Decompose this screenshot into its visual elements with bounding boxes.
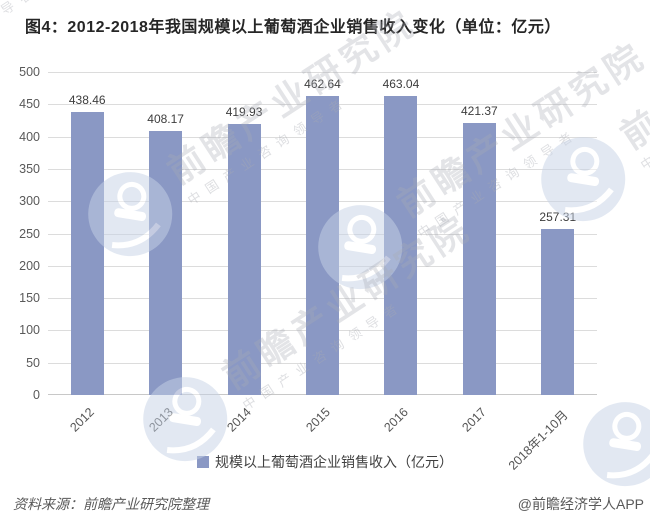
y-axis-labels: 0 50 100 150 200 250 300 350 400 450 500 — [0, 65, 40, 402]
bar-value-label: 419.93 — [225, 104, 263, 119]
legend-label: 规模以上葡萄酒企业销售收入（亿元） — [215, 454, 453, 470]
bar-value-label: 438.46 — [68, 92, 106, 107]
bar — [541, 228, 575, 395]
x-tick-label: 2018年1-10月 — [505, 407, 571, 473]
y-tick-label: 450 — [19, 97, 40, 112]
watermark-texts: 前瞻产业研究院中国产业咨询领导者 — [613, 0, 650, 174]
bar-value-label: 408.17 — [147, 112, 184, 127]
x-tick-label: 2017 — [459, 405, 490, 435]
bar — [70, 111, 104, 395]
x-tick-label: 2012 — [67, 405, 98, 435]
y-tick-label: 200 — [19, 258, 40, 273]
watermark-brand-text: 前瞻产业研究院 — [613, 0, 650, 157]
bar — [227, 123, 261, 395]
x-tick-label: 2016 — [381, 405, 411, 435]
y-tick-label: 300 — [19, 194, 40, 209]
y-tick-label: 250 — [19, 226, 40, 241]
x-tick-label: 2014 — [224, 405, 254, 435]
bar-value-label: 257.31 — [539, 209, 577, 224]
bar — [306, 96, 339, 395]
bar-value-label: 463.04 — [382, 76, 420, 91]
legend: 规模以上葡萄酒企业销售收入（亿元） — [0, 452, 650, 472]
bar — [149, 131, 183, 395]
footer: 资料来源：前瞻产业研究院整理 @前瞻经济学人APP — [13, 494, 644, 514]
x-tick-label: 2013 — [145, 405, 176, 435]
y-tick-label: 50 — [26, 355, 40, 370]
y-tick-label: 0 — [33, 388, 40, 402]
watermark-logo-icon — [583, 402, 650, 487]
y-tick-label: 350 — [19, 161, 40, 176]
plot-area: 438.46 2012 408.17 2013 419.93 2014 462.64 2015… — [48, 72, 597, 473]
bar — [462, 122, 496, 395]
y-tick-label: 100 — [19, 323, 40, 338]
legend-swatch-icon — [197, 456, 209, 468]
credit-note: @前瞻经济学人APP — [517, 496, 644, 512]
source-note: 资料来源：前瞻产业研究院整理 — [13, 496, 209, 512]
watermark-tagline-text: 中国产业咨询领导者 — [637, 57, 650, 174]
gridline — [48, 72, 597, 73]
y-tick-label: 500 — [19, 65, 40, 79]
y-tick-label: 150 — [19, 291, 40, 306]
y-tick-label: 400 — [19, 129, 40, 144]
bar — [384, 95, 418, 395]
bar-value-label: 462.64 — [304, 77, 341, 92]
x-tick-label: 2015 — [302, 405, 333, 435]
bar-value-label: 421.37 — [460, 103, 498, 118]
chart-title: 图4：2012-2018年我国规模以上葡萄酒企业销售收入变化（单位：亿元） — [25, 19, 561, 36]
